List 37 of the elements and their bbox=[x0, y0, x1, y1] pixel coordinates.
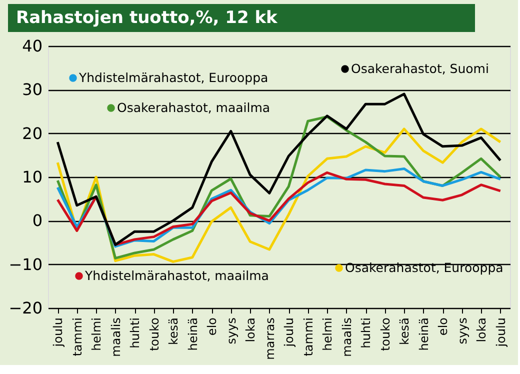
y-tick-label: 40 bbox=[22, 36, 42, 56]
y-tick-label: 30 bbox=[22, 80, 42, 100]
x-tick-label: syys bbox=[455, 318, 470, 344]
x-tick-label: huhti bbox=[128, 318, 142, 348]
x-tick-label: joulu bbox=[51, 318, 66, 348]
x-tick-label: helmi bbox=[90, 318, 104, 351]
x-tick-label: loka bbox=[244, 318, 258, 342]
x-tick-label: elo bbox=[436, 318, 450, 336]
x-tick-label: maalis bbox=[340, 318, 354, 357]
x-tick-label: kesä bbox=[166, 318, 181, 346]
legend-label: Yhdistelmärahastot, maailma bbox=[84, 268, 269, 283]
legend-label: Osakerahastot, Eurooppa bbox=[345, 260, 504, 275]
x-tick-label: joulu bbox=[494, 318, 508, 348]
y-tick-label: 20 bbox=[22, 124, 42, 143]
x-tick-label: syys bbox=[224, 318, 238, 344]
x-tick-label: maalis bbox=[108, 318, 123, 357]
legend-label: Osakerahastot, Suomi bbox=[351, 61, 489, 76]
x-tick-label: marras bbox=[262, 318, 277, 360]
x-tick-label: helmi bbox=[320, 318, 335, 351]
x-tick-label: heinä bbox=[186, 318, 200, 351]
y-tick-label: 10 bbox=[22, 168, 42, 186]
x-tick-label: tammi bbox=[301, 318, 316, 356]
x-tick-label: elo bbox=[205, 318, 220, 336]
x-tick-label: huhti bbox=[359, 318, 374, 348]
legend-label: Yhdistelmärahastot, Eurooppa bbox=[78, 70, 268, 85]
y-tick-label: −20 bbox=[8, 298, 42, 318]
x-tick-label: heinä bbox=[416, 318, 431, 351]
chart-title: Rahastojen tuotto,%, 12 kk bbox=[16, 8, 278, 28]
x-tick-label: joulu bbox=[282, 318, 296, 348]
legend-label: Osakerahastot, maailma bbox=[117, 100, 270, 115]
x-tick-label: touko bbox=[378, 318, 392, 352]
y-tick-label: −10 bbox=[8, 254, 42, 274]
x-tick-label: touko bbox=[147, 318, 162, 352]
x-tick-label: kesä bbox=[398, 318, 412, 346]
x-tick-label: loka bbox=[474, 318, 489, 342]
y-tick-label: 0 bbox=[32, 211, 42, 230]
x-tick-label: tammi bbox=[70, 318, 84, 356]
